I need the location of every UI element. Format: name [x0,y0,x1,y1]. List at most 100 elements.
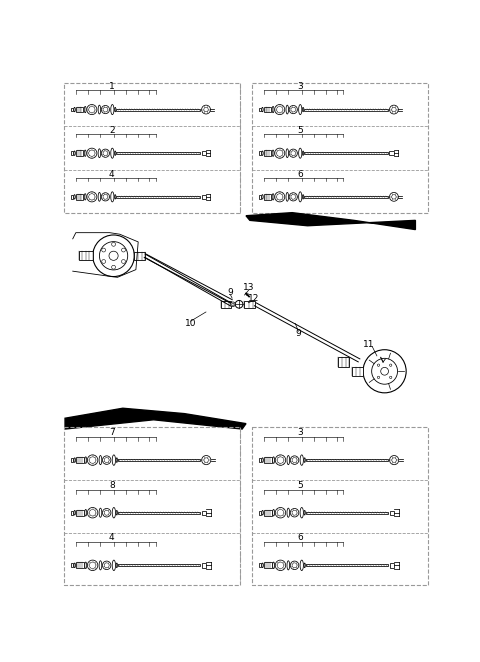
Text: 12: 12 [248,294,259,303]
Bar [259,152,261,155]
Ellipse shape [273,457,275,463]
Bar [338,357,349,367]
Circle shape [290,561,299,569]
Circle shape [392,458,396,462]
Ellipse shape [111,105,114,115]
Bar [76,510,84,516]
Ellipse shape [262,107,263,112]
Ellipse shape [304,563,305,567]
Text: 5: 5 [297,126,302,135]
Circle shape [104,510,109,515]
Circle shape [277,562,284,569]
Bar [264,194,271,200]
Circle shape [292,457,297,463]
Bar [71,195,73,199]
Ellipse shape [74,151,75,156]
Bar [76,194,84,200]
Circle shape [235,301,243,308]
Ellipse shape [99,455,102,465]
Ellipse shape [286,149,288,158]
Bar [304,109,388,111]
Ellipse shape [74,195,75,199]
Bar [352,367,363,376]
Bar [259,195,261,199]
Ellipse shape [287,561,289,570]
Circle shape [89,107,95,113]
Circle shape [103,195,108,199]
Ellipse shape [99,561,102,570]
Circle shape [102,508,111,517]
Ellipse shape [115,195,116,199]
Ellipse shape [99,508,102,517]
Bar [252,428,428,585]
Ellipse shape [111,148,114,158]
Circle shape [89,150,95,156]
Ellipse shape [84,150,86,156]
Text: 7: 7 [109,428,115,437]
Circle shape [377,376,380,379]
Bar [306,459,388,461]
Text: 9: 9 [228,288,233,297]
Bar [202,563,206,567]
Bar [306,512,388,514]
Circle shape [292,510,297,515]
Bar [117,196,200,198]
Bar [264,457,272,463]
Circle shape [381,367,388,375]
Ellipse shape [300,508,303,518]
Ellipse shape [112,560,116,571]
Circle shape [102,248,106,252]
Circle shape [99,242,128,270]
Circle shape [289,149,298,158]
Text: 4: 4 [109,534,115,542]
Bar [244,301,255,308]
Circle shape [377,364,380,366]
Bar [71,152,73,155]
Circle shape [121,260,125,263]
Bar [259,563,261,567]
Ellipse shape [98,149,101,158]
Bar [117,109,200,111]
Circle shape [112,265,116,269]
Text: 6: 6 [297,169,302,179]
Ellipse shape [84,194,86,200]
Circle shape [291,107,296,112]
Text: 11: 11 [363,340,375,349]
Circle shape [389,105,398,114]
Circle shape [390,364,392,366]
Ellipse shape [116,510,118,515]
Circle shape [89,510,96,516]
Ellipse shape [299,148,302,158]
Circle shape [204,107,208,112]
Text: 10: 10 [185,319,196,328]
Ellipse shape [302,107,304,112]
Bar [390,563,394,567]
Bar [264,510,272,516]
Circle shape [102,561,111,569]
Circle shape [112,242,116,246]
Ellipse shape [262,458,264,462]
Circle shape [390,376,392,379]
Ellipse shape [111,192,114,202]
Circle shape [101,193,109,201]
Circle shape [202,455,211,465]
Ellipse shape [286,193,288,201]
Circle shape [390,455,399,465]
Circle shape [291,151,296,156]
Bar [76,107,84,113]
Circle shape [275,455,286,465]
Circle shape [103,107,108,112]
Bar [304,152,388,154]
Ellipse shape [302,151,304,156]
Circle shape [87,508,98,518]
Bar [76,457,84,463]
Bar [304,196,388,198]
Ellipse shape [74,510,75,515]
Circle shape [89,194,95,200]
Bar [259,108,261,111]
Bar [71,511,73,514]
Circle shape [102,260,106,263]
Text: 4: 4 [109,169,115,179]
Circle shape [87,560,98,571]
Circle shape [291,195,296,199]
